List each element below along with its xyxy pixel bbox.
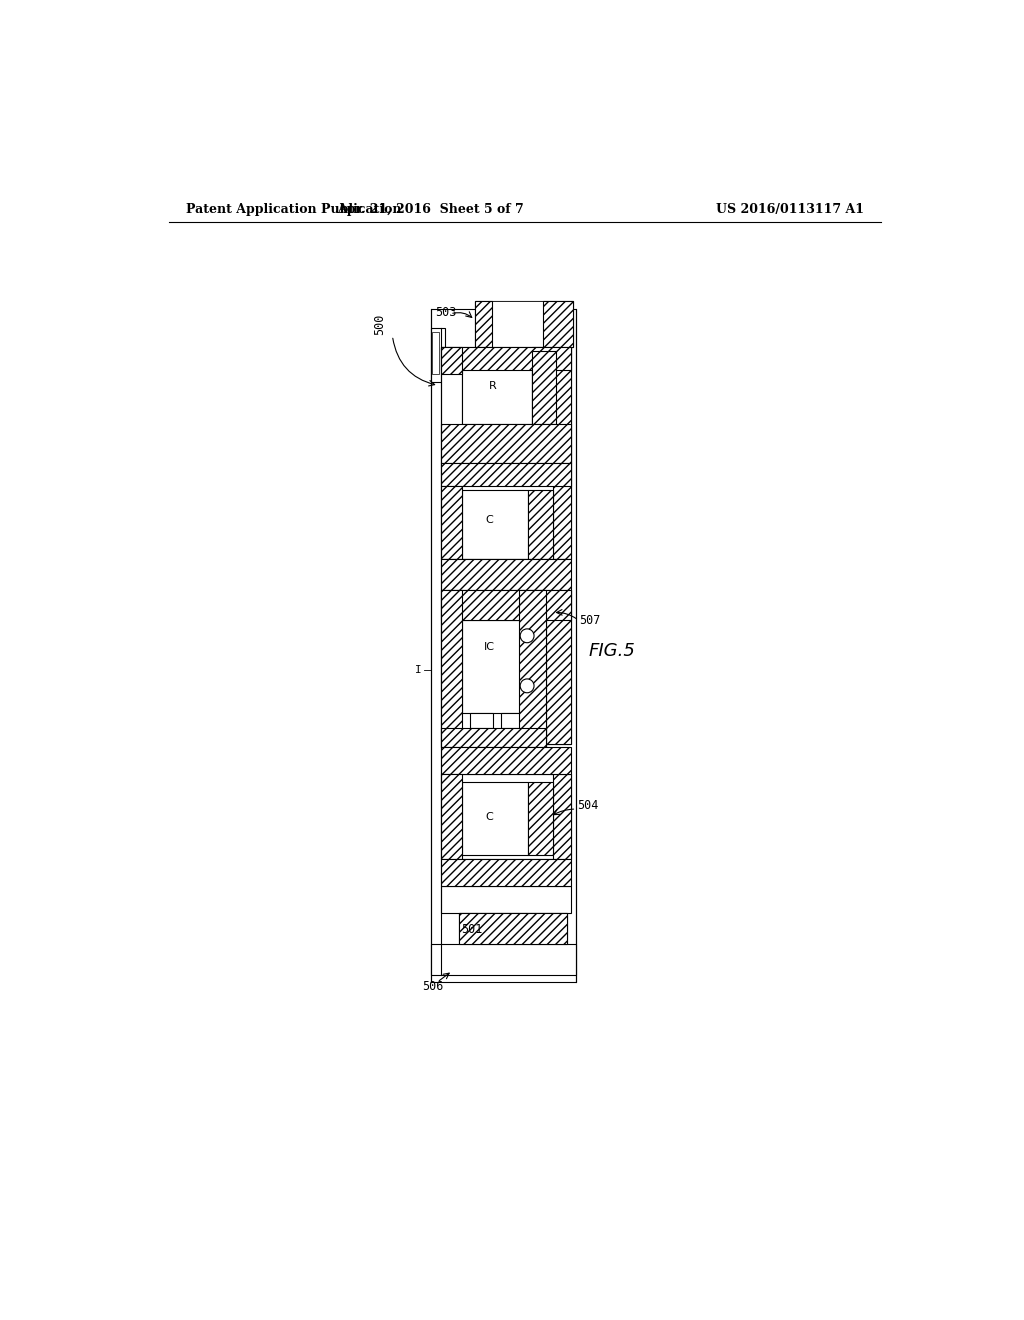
- Text: 500: 500: [373, 313, 386, 335]
- Bar: [463, 351, 531, 424]
- Bar: [460, 913, 567, 944]
- Bar: [441, 424, 571, 462]
- Bar: [441, 462, 571, 486]
- Bar: [547, 590, 571, 743]
- Text: 507: 507: [580, 614, 601, 627]
- Text: 504: 504: [578, 799, 599, 812]
- Circle shape: [520, 628, 535, 643]
- Bar: [441, 590, 571, 620]
- Bar: [441, 747, 571, 775]
- Bar: [463, 490, 528, 558]
- Text: C: C: [485, 515, 494, 525]
- Bar: [431, 309, 575, 982]
- Text: I: I: [415, 665, 422, 676]
- Text: IC: IC: [484, 643, 495, 652]
- Bar: [441, 775, 571, 859]
- Bar: [431, 327, 444, 381]
- Bar: [553, 775, 571, 859]
- Bar: [431, 944, 575, 974]
- Bar: [463, 620, 525, 713]
- Bar: [460, 913, 567, 944]
- Bar: [441, 462, 571, 558]
- Bar: [501, 713, 524, 729]
- Bar: [441, 347, 571, 370]
- Text: 501: 501: [461, 924, 482, 936]
- Bar: [441, 859, 571, 886]
- Bar: [492, 301, 543, 347]
- Bar: [531, 351, 556, 424]
- Bar: [470, 713, 494, 729]
- Text: US 2016/0113117 A1: US 2016/0113117 A1: [716, 203, 864, 216]
- Bar: [441, 347, 571, 462]
- Bar: [441, 775, 463, 859]
- Circle shape: [520, 678, 535, 693]
- Bar: [441, 590, 463, 747]
- Text: Patent Application Publication: Patent Application Publication: [186, 203, 401, 216]
- Text: C: C: [485, 812, 494, 822]
- Bar: [432, 331, 438, 374]
- Text: R: R: [489, 380, 497, 391]
- Bar: [441, 729, 547, 747]
- Bar: [528, 490, 553, 558]
- Text: 506: 506: [423, 979, 443, 993]
- Bar: [441, 558, 571, 590]
- Bar: [531, 347, 571, 462]
- Text: Apr. 21, 2016  Sheet 5 of 7: Apr. 21, 2016 Sheet 5 of 7: [338, 203, 524, 216]
- Bar: [441, 886, 571, 913]
- Bar: [441, 590, 547, 747]
- Bar: [475, 301, 572, 347]
- Text: 503: 503: [435, 306, 456, 319]
- Bar: [547, 590, 571, 743]
- Bar: [553, 462, 571, 558]
- Bar: [463, 781, 528, 855]
- Text: FIG.5: FIG.5: [589, 643, 636, 660]
- Bar: [463, 351, 556, 424]
- Bar: [441, 347, 463, 374]
- Bar: [441, 486, 463, 558]
- Bar: [528, 781, 553, 855]
- Bar: [543, 301, 572, 347]
- Bar: [475, 301, 492, 347]
- Bar: [519, 590, 547, 747]
